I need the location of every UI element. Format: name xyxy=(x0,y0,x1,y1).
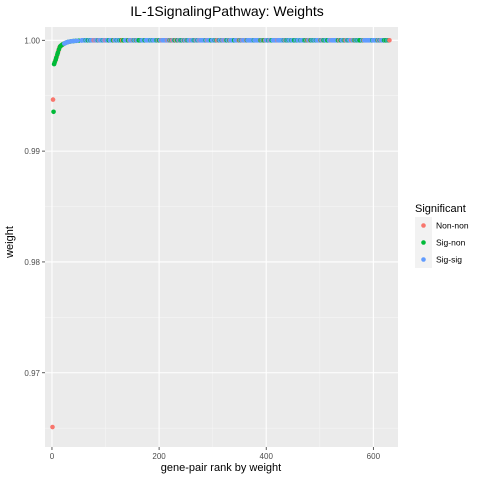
legend-label: Sig-non xyxy=(436,238,466,248)
legend-label: Sig-sig xyxy=(436,255,462,265)
point-sig-sig xyxy=(79,38,84,43)
x-axis-title: gene-pair rank by weight xyxy=(161,462,281,474)
panel-background xyxy=(45,27,398,447)
x-tick-label: 200 xyxy=(152,452,166,461)
y-tick-label: 0.97 xyxy=(24,369,40,378)
x-tick-label: 600 xyxy=(367,452,381,461)
point-sig-sig xyxy=(74,38,80,44)
plot-panel xyxy=(45,27,398,447)
point-sig-non xyxy=(51,109,56,115)
y-axis-title: weight xyxy=(4,226,16,259)
x-axis: 0 200 400 600 xyxy=(50,447,381,461)
data-points xyxy=(50,37,392,430)
point-non-non xyxy=(387,37,392,43)
y-tick-label: 0.98 xyxy=(24,258,40,267)
y-tick-label: 1.00 xyxy=(24,36,40,45)
legend-swatch xyxy=(421,257,426,262)
chart-title: IL-1SignalingPathway: Weights xyxy=(130,3,324,19)
point-non-non xyxy=(50,97,56,102)
x-tick-label: 0 xyxy=(50,452,55,461)
x-tick-label: 400 xyxy=(260,452,274,461)
y-axis: 0.97 0.98 0.99 1.00 xyxy=(24,36,45,378)
legend-label: Non-non xyxy=(436,221,469,231)
legend-swatch xyxy=(421,223,426,228)
y-tick-label: 0.99 xyxy=(24,147,40,156)
point-non-non xyxy=(50,424,55,430)
legend-title: Significant xyxy=(415,203,466,215)
legend: Significant Non-non Sig-non Sig-sig xyxy=(415,203,469,268)
legend-swatch xyxy=(421,240,426,245)
